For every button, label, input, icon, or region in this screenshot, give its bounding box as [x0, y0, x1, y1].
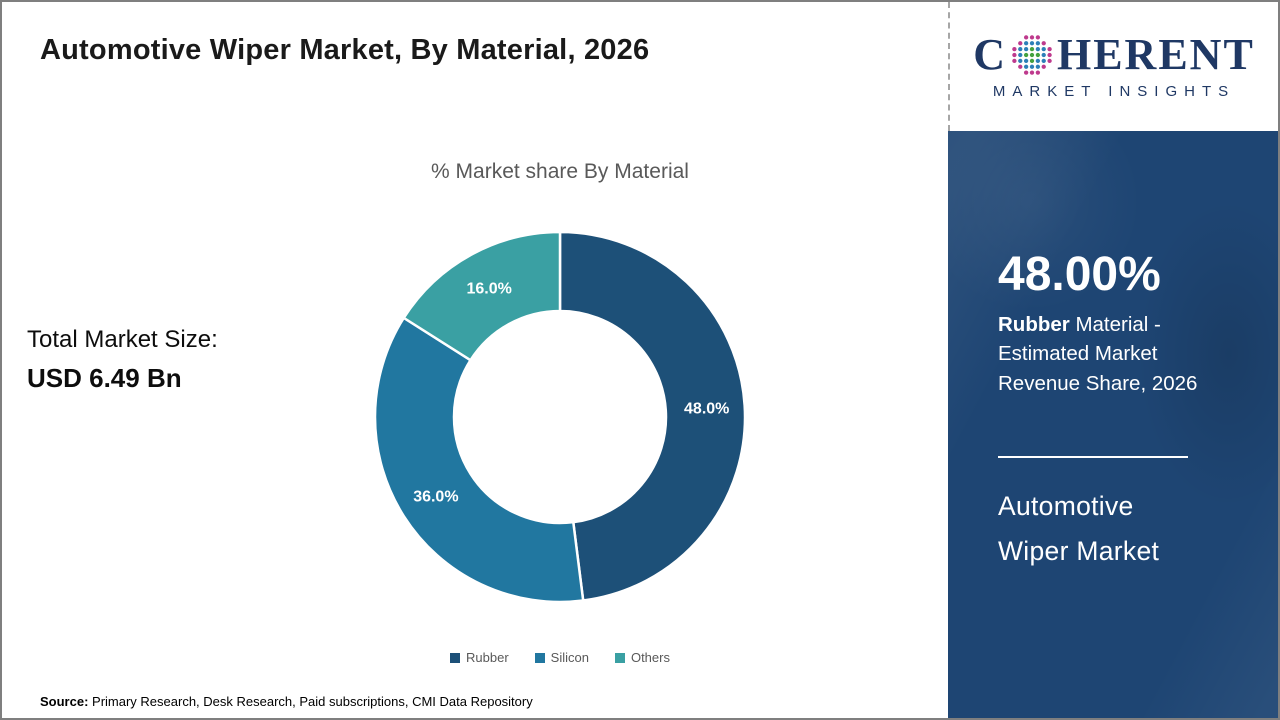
legend-label-rubber: Rubber — [466, 650, 509, 665]
legend-swatch-others — [614, 652, 625, 663]
donut-slice-label-others: 16.0% — [466, 281, 511, 298]
globe-dot — [1023, 70, 1029, 75]
donut-slice-label-silicon: 36.0% — [413, 488, 458, 505]
total-market-size-value: USD 6.49 Bn — [27, 363, 182, 393]
globe-dot — [1035, 52, 1040, 58]
market-name-line2: Wiper Market — [998, 536, 1160, 567]
coherent-logo: C HERENT MARKET INSIGHTS — [948, 2, 1278, 131]
globe-dot — [1041, 46, 1046, 52]
globe-dot — [1029, 35, 1035, 40]
highlight-description-rest: Material - Estimated Market Revenue Shar… — [998, 312, 1198, 395]
globe-dot — [1029, 46, 1035, 52]
globe-dot — [1041, 52, 1046, 58]
chart-legend: Rubber Silicon Others — [340, 650, 780, 665]
market-name: Automotive Wiper Market — [998, 484, 1238, 574]
globe-dot — [1035, 64, 1040, 69]
logo-letters-herent: HERENT — [1056, 30, 1255, 79]
globe-dot — [1047, 52, 1052, 58]
globe-dot — [1029, 70, 1035, 75]
donut-slice-silicon — [373, 316, 585, 604]
globe-dot — [1018, 52, 1023, 58]
globe-dot — [1018, 58, 1023, 64]
logo-wordmark: C HERENT — [973, 33, 1255, 77]
globe-dot — [1035, 58, 1040, 64]
source-label: Source: — [40, 694, 89, 709]
globe-dot — [1041, 64, 1046, 69]
globe-dot — [1023, 52, 1029, 58]
globe-dot — [1047, 58, 1052, 64]
globe-dot — [1029, 64, 1035, 69]
legend-swatch-silicon — [534, 652, 545, 663]
panel-divider — [998, 456, 1188, 459]
globe-dot — [1041, 41, 1046, 46]
globe-dot — [1029, 41, 1035, 46]
donut-slice-rubber — [558, 230, 747, 602]
globe-dot — [1018, 64, 1023, 69]
logo-letter-c: C — [973, 30, 1007, 79]
globe-dot — [1029, 58, 1035, 64]
globe-dot — [1012, 52, 1017, 58]
donut-slice-others — [402, 230, 562, 362]
page-title: Automotive Wiper Market, By Material, 20… — [40, 34, 650, 66]
highlight-side-panel: 48.00% Rubber Material - Estimated Marke… — [948, 131, 1278, 718]
globe-dot — [1023, 41, 1029, 46]
globe-dot — [1018, 41, 1023, 46]
logo-subtitle: MARKET INSIGHTS — [992, 83, 1236, 100]
total-market-size-label: Total Market Size: — [27, 326, 218, 353]
globe-dot — [1018, 46, 1023, 52]
globe-dot — [1035, 41, 1040, 46]
source-line: Source: Primary Research, Desk Research,… — [40, 694, 533, 709]
legend-label-silicon: Silicon — [550, 650, 589, 665]
globe-dot — [1035, 70, 1040, 75]
globe-dot — [1029, 52, 1035, 58]
legend-item-silicon: Silicon — [534, 650, 589, 665]
source-text: Primary Research, Desk Research, Paid su… — [88, 694, 533, 709]
legend-label-others: Others — [630, 650, 670, 665]
globe-dot — [1023, 64, 1029, 69]
legend-item-others: Others — [614, 650, 670, 665]
legend-item-rubber: Rubber — [450, 650, 509, 665]
donut-chart: 48.0% 36.0% 16.0% — [373, 230, 747, 604]
chart-title: % Market share By Material — [431, 160, 689, 183]
total-market-size-block: Total Market Size: USD 6.49 Bn — [27, 326, 218, 394]
globe-dot — [1035, 35, 1040, 40]
highlight-percentage: 48.00% — [998, 248, 1161, 301]
globe-dot — [1012, 58, 1017, 64]
donut-slice-label-rubber: 48.0% — [684, 400, 729, 417]
globe-dot — [1023, 46, 1029, 52]
globe-dot — [1041, 58, 1046, 64]
highlight-description-material: Rubber — [998, 312, 1070, 336]
globe-dot — [1023, 35, 1029, 40]
globe-dot — [1035, 46, 1040, 52]
highlight-description: Rubber Material - Estimated Market Reven… — [998, 310, 1220, 399]
legend-swatch-rubber — [450, 652, 461, 663]
globe-dot — [1012, 46, 1017, 52]
globe-dot — [1023, 58, 1029, 64]
globe-dots-icon — [1012, 35, 1052, 75]
globe-dot — [1047, 46, 1052, 52]
market-name-line1: Automotive — [998, 491, 1134, 522]
